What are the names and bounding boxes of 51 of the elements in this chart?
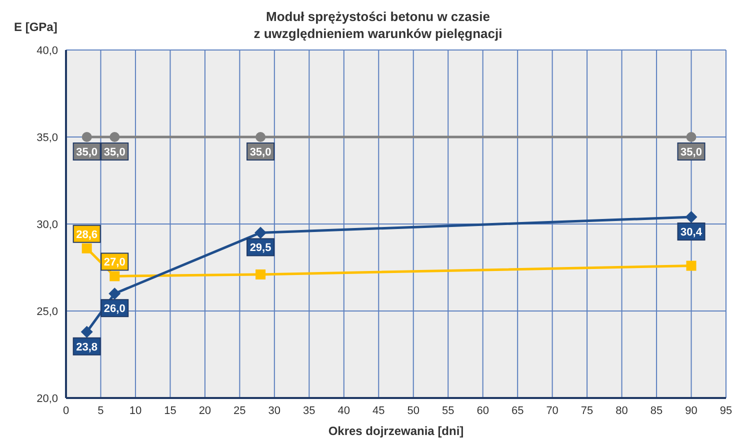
point (256, 269, 266, 280)
x-tick-label: 30 (268, 404, 281, 417)
point (254, 226, 267, 239)
data-label: 23,8 (76, 341, 98, 354)
data-label: 27,0 (104, 256, 126, 269)
x-tick-label: 90 (685, 404, 698, 417)
x-tick-label: 70 (546, 404, 558, 417)
y-tick-label: 40,0 (36, 44, 58, 57)
x-tick-label: 75 (580, 404, 594, 417)
chart-subtitle: z uwzględnieniem warunków pielęgnacji (254, 26, 502, 41)
x-tick-label: 95 (720, 404, 732, 417)
point (110, 132, 120, 142)
x-tick-label: 25 (234, 404, 246, 417)
y-tick-label: 25,0 (36, 306, 58, 318)
x-tick-label: 85 (650, 404, 663, 417)
y-axis-title: E [GPa] (14, 20, 58, 34)
point (686, 260, 696, 271)
x-tick-label: 55 (442, 404, 454, 417)
data-label: 26,0 (104, 303, 126, 316)
data-label: 28,6 (76, 228, 98, 241)
x-tick-label: 20 (198, 404, 212, 417)
point (110, 271, 120, 282)
x-tick-label: 65 (511, 404, 524, 417)
x-tick-label: 5 (98, 404, 104, 417)
point (80, 326, 93, 338)
point (82, 132, 92, 142)
x-tick-label: 15 (164, 404, 176, 417)
x-tick-label: 45 (372, 404, 385, 417)
data-label: 35,0 (104, 146, 126, 158)
data-label: 35,0 (680, 146, 702, 158)
y-tick-label: 20,0 (36, 392, 58, 405)
point (82, 243, 92, 254)
data-label: 30,4 (680, 226, 703, 239)
chart-title: Moduł sprężystości betonu w czasie (266, 9, 490, 24)
x-tick-label: 40 (338, 404, 350, 417)
x-tick-label: 10 (129, 404, 142, 417)
data-label: 35,0 (76, 146, 98, 158)
x-tick-label: 50 (407, 404, 420, 417)
point (256, 132, 266, 142)
x-tick-label: 60 (476, 404, 489, 417)
point (686, 132, 696, 142)
y-tick-label: 35,0 (36, 132, 58, 144)
x-tick-label: 0 (62, 404, 70, 417)
point (685, 211, 698, 224)
data-label: 29,5 (250, 242, 272, 254)
x-tick-label: 35 (303, 404, 316, 417)
y-tick-label: 30,0 (36, 218, 58, 231)
point (108, 288, 121, 300)
x-axis-title: Okres dojrzewania [dni] (327, 424, 465, 438)
data-label: 35,0 (250, 146, 272, 158)
x-tick-label: 80 (616, 404, 628, 417)
